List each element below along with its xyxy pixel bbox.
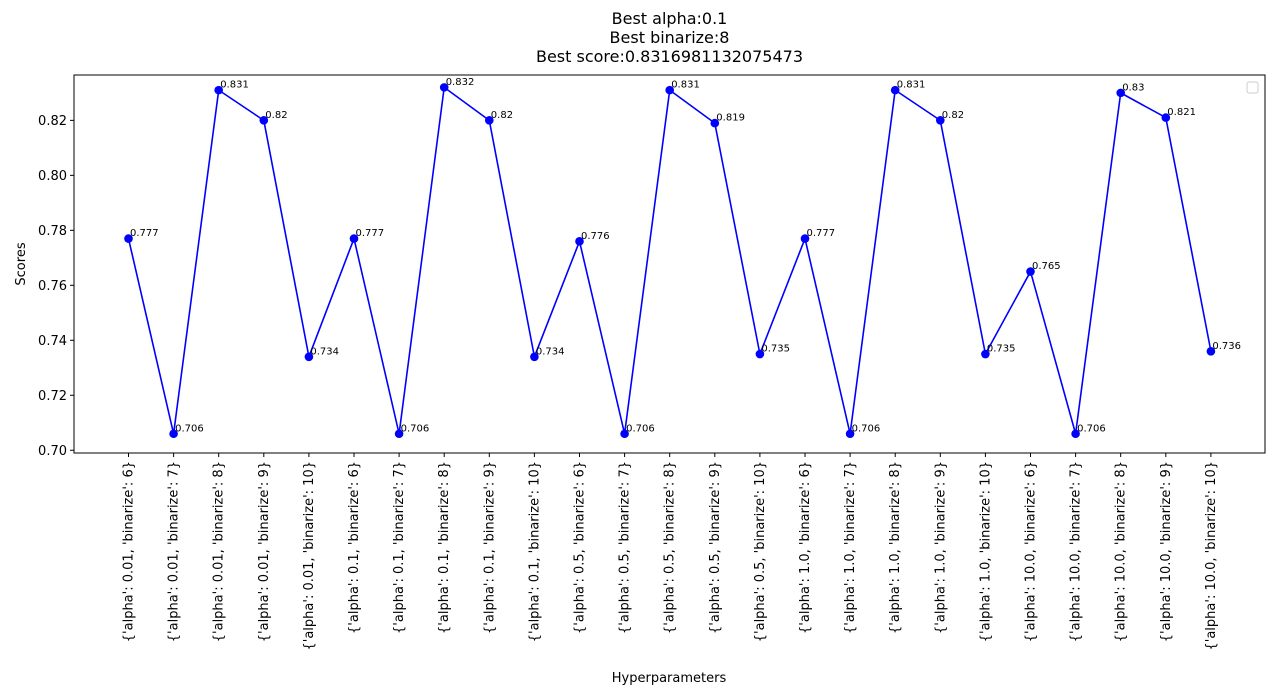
x-axis-label: Hyperparameters	[612, 671, 727, 686]
x-tick-label: {'alpha': 1.0, 'binarize': 6}	[798, 461, 813, 634]
data-label: 0.819	[716, 113, 745, 124]
data-label: 0.777	[807, 228, 836, 239]
x-tick-label: {'alpha': 0.5, 'binarize': 9}	[708, 461, 723, 634]
y-tick-label: 0.72	[38, 389, 67, 404]
x-tick-label: {'alpha': 0.01, 'binarize': 6}	[122, 461, 137, 642]
x-tick-label: {'alpha': 10.0, 'binarize': 7}	[1069, 461, 1084, 642]
data-point	[1206, 346, 1216, 356]
data-label: 0.831	[220, 80, 249, 91]
x-tick-label: {'alpha': 0.01, 'binarize': 8}	[212, 461, 227, 642]
data-label: 0.82	[265, 110, 287, 121]
y-tick-label: 0.80	[38, 169, 67, 184]
data-label: 0.82	[491, 110, 513, 121]
data-point	[1161, 113, 1171, 122]
data-point	[304, 352, 314, 362]
data-label: 0.734	[310, 346, 339, 357]
chart-title: Best alpha:0.1 Best binarize:8 Best scor…	[74, 9, 1265, 66]
data-point	[575, 237, 584, 246]
x-axis: {'alpha': 0.01, 'binarize': 6} {'alpha': …	[122, 453, 1219, 651]
data-label: 0.706	[852, 423, 881, 434]
x-tick-label: {'alpha': 10.0, 'binarize': 6}	[1024, 461, 1039, 642]
x-tick-label: {'alpha': 0.5, 'binarize': 10}	[753, 461, 768, 642]
y-tick-label: 0.74	[38, 334, 67, 349]
data-label: 0.765	[1032, 261, 1061, 272]
y-tick-label: 0.76	[38, 279, 67, 294]
data-label: 0.777	[356, 228, 385, 239]
x-tick-label: {'alpha': 10.0, 'binarize': 10}	[1204, 461, 1219, 651]
x-tick-label: {'alpha': 1.0, 'binarize': 8}	[888, 461, 903, 634]
data-label: 0.831	[671, 80, 700, 91]
data-label: 0.832	[446, 77, 475, 88]
data-label: 0.706	[401, 423, 430, 434]
x-tick-label: {'alpha': 0.1, 'binarize': 9}	[482, 461, 497, 634]
legend-box	[1246, 81, 1259, 94]
data-point	[1026, 267, 1035, 276]
data-point	[1071, 429, 1080, 439]
x-tick-label: {'alpha': 0.1, 'binarize': 7}	[392, 461, 407, 634]
x-tick-label: {'alpha': 0.01, 'binarize': 10}	[302, 461, 317, 651]
data-point	[665, 85, 674, 95]
x-tick-label: {'alpha': 10.0, 'binarize': 8}	[1114, 461, 1129, 642]
data-label: 0.736	[1212, 341, 1241, 352]
data-point	[845, 429, 855, 439]
data-label: 0.777	[130, 228, 159, 239]
data-point	[530, 352, 539, 362]
data-label: 0.706	[175, 423, 204, 434]
data-point	[710, 118, 720, 128]
data-point	[936, 116, 945, 125]
data-point	[755, 349, 765, 359]
plot-area	[73, 74, 1266, 454]
data-point	[981, 349, 990, 359]
data-point	[394, 429, 404, 439]
data-point	[349, 234, 359, 243]
x-tick-label: {'alpha': 0.5, 'binarize': 6}	[573, 461, 588, 634]
data-label: 0.831	[897, 80, 926, 91]
data-point	[259, 116, 269, 125]
y-tick-label: 0.78	[38, 224, 67, 239]
data-point	[620, 429, 629, 439]
y-tick-label: 0.82	[38, 114, 67, 129]
data-point	[439, 83, 449, 92]
data-label: 0.734	[536, 346, 565, 357]
data-label: 0.706	[1077, 423, 1106, 434]
data-point	[1116, 88, 1125, 98]
x-tick-label: {'alpha': 0.5, 'binarize': 7}	[618, 461, 633, 634]
data-label: 0.706	[626, 423, 655, 434]
data-label: 0.83	[1122, 82, 1144, 93]
x-tick-label: {'alpha': 0.1, 'binarize': 8}	[437, 461, 452, 634]
data-label: 0.735	[761, 344, 790, 355]
x-tick-label: {'alpha': 0.1, 'binarize': 10}	[527, 461, 542, 642]
data-label: 0.776	[581, 231, 610, 242]
data-point	[485, 116, 494, 125]
x-tick-label: {'alpha': 0.01, 'binarize': 9}	[257, 461, 272, 642]
data-point	[124, 234, 133, 243]
data-point	[214, 85, 223, 95]
data-point	[800, 234, 810, 243]
x-tick-label: {'alpha': 0.01, 'binarize': 7}	[167, 461, 182, 642]
x-tick-label: {'alpha': 10.0, 'binarize': 9}	[1159, 461, 1174, 642]
title-line-best-alpha: Best alpha:0.1	[611, 9, 728, 28]
x-tick-label: {'alpha': 1.0, 'binarize': 7}	[843, 461, 858, 634]
x-tick-label: {'alpha': 1.0, 'binarize': 9}	[933, 461, 948, 634]
x-tick-label: {'alpha': 1.0, 'binarize': 10}	[978, 461, 993, 642]
data-point	[890, 85, 900, 95]
x-tick-label: {'alpha': 0.5, 'binarize': 8}	[663, 461, 678, 634]
data-label: 0.82	[942, 110, 964, 121]
y-axis: 0.70 0.72 0.74 0.76 0.78 0.80 0.82	[38, 114, 74, 459]
series-scores: 0.777 0.706 0.831 0.82 0.734 0.777 0.706 0.832 0…	[124, 77, 1241, 439]
data-point	[169, 429, 178, 439]
title-line-best-binarize: Best binarize:8	[609, 28, 730, 47]
data-label: 0.735	[987, 344, 1016, 355]
title-line-best-score: Best score:0.8316981132075473	[535, 47, 804, 66]
y-axis-label: Scores	[14, 242, 29, 285]
data-label: 0.821	[1167, 107, 1196, 118]
y-tick-label: 0.70	[38, 444, 67, 459]
x-tick-label: {'alpha': 0.1, 'binarize': 6}	[347, 461, 362, 634]
